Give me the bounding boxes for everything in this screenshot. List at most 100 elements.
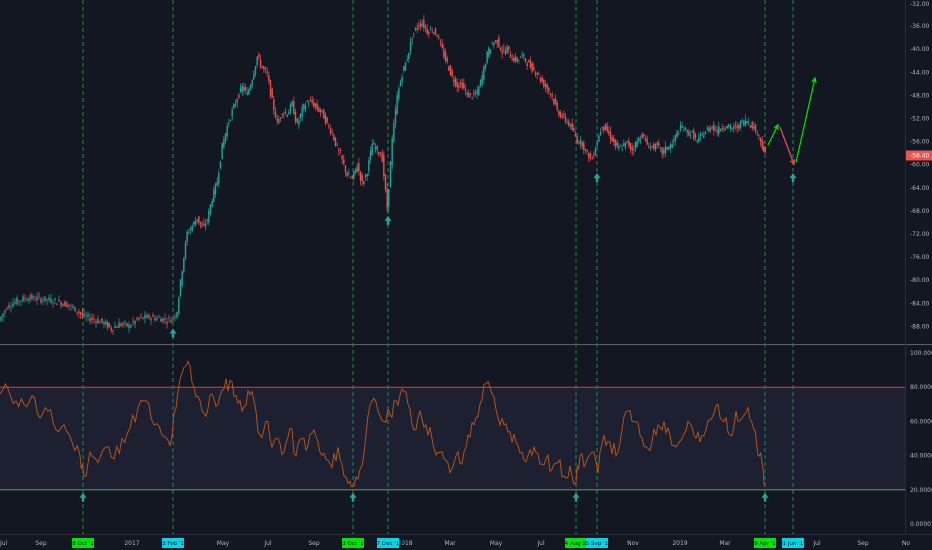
candle-body [708, 127, 710, 133]
candle-body [709, 128, 712, 130]
candle-body [418, 25, 420, 27]
candle-body [198, 216, 200, 223]
x-tick-label: Sep [857, 540, 869, 547]
candle-body [306, 101, 308, 103]
y-tick-label: -68.00 [910, 208, 930, 215]
forecast-line [767, 124, 779, 146]
candle-body [488, 48, 490, 57]
x-tick-label: No [902, 540, 910, 547]
candle-body [456, 81, 458, 88]
candle-body [64, 301, 66, 307]
candle-body [688, 131, 690, 136]
candle-body [248, 89, 250, 95]
candle-body [204, 223, 207, 227]
candle-body [526, 63, 528, 66]
candle-body [413, 33, 415, 34]
candle-body [298, 120, 300, 126]
candle-body [112, 329, 114, 331]
oscillator-pane[interactable] [0, 360, 905, 502]
candle-body [414, 27, 417, 31]
candle-body [473, 92, 475, 94]
price-axis[interactable]: -32.00 -36.00 -40.00 -44.00 -48.00 -52.00 -56.… [906, 1, 932, 528]
candle-body [454, 78, 457, 86]
candle-body [624, 142, 627, 148]
candle-body [184, 242, 187, 259]
candle-body [106, 322, 109, 329]
candle-body [498, 37, 500, 47]
candle-body [718, 126, 720, 135]
candle-body [639, 139, 642, 141]
candle-body [221, 142, 223, 160]
candle-body [363, 181, 365, 185]
candle-body [279, 117, 282, 119]
forecast-arrowhead [773, 123, 779, 130]
candle-body [343, 159, 345, 164]
date-marker-badge [377, 538, 399, 548]
candle-body [346, 172, 348, 177]
candle-body [246, 92, 248, 96]
candle-body [486, 51, 488, 63]
candle-body [334, 137, 337, 146]
candle-body [138, 317, 140, 320]
buy-signal-arrow [384, 215, 392, 225]
date-marker-badge [586, 538, 608, 548]
candle-body [208, 210, 210, 223]
candle-body [571, 123, 573, 130]
candle-body [284, 111, 287, 114]
buy-signal-arrow [169, 328, 177, 338]
candle-body [579, 139, 582, 144]
candle-body [518, 60, 520, 61]
osc-tick-label: 0.0000 [910, 521, 931, 528]
candle-body [294, 111, 297, 121]
candle-body [226, 126, 228, 137]
candle-body [166, 321, 168, 324]
price-pane[interactable] [0, 14, 817, 338]
candle-body [36, 296, 38, 301]
date-marker-label: 01 Jun '19 [779, 541, 807, 547]
candle-body [543, 80, 545, 87]
candle-body [259, 59, 262, 67]
candle-body [303, 104, 305, 109]
candle-body [558, 111, 560, 116]
candle-body [651, 145, 653, 147]
candle-body [749, 125, 752, 128]
candle-body [761, 139, 763, 149]
candle-body [81, 312, 84, 316]
candle-body [698, 136, 700, 142]
time-axis[interactable]: Jul Sep 2017 May Jul Sep 2018 Mar May Jul Nov 2019 M… [0, 534, 932, 549]
candle-body [14, 301, 16, 304]
candle-body [723, 128, 725, 130]
y-tick-label: -44.00 [910, 69, 930, 76]
candle-body [551, 94, 553, 97]
candle-body [179, 279, 182, 297]
candle-body [491, 43, 493, 45]
candle-body [152, 315, 154, 317]
candle-body [74, 306, 76, 312]
candle-body [321, 109, 323, 111]
candle-body [118, 322, 120, 328]
y-tick-label: -72.00 [910, 231, 930, 238]
candle-body [156, 317, 158, 320]
candle-body [586, 149, 588, 152]
candle-body [396, 94, 398, 115]
y-tick-label: -84.00 [910, 300, 930, 307]
candle-body [243, 86, 245, 92]
x-tick-label: Nov [627, 540, 639, 547]
candle-body [301, 106, 303, 117]
candle-body [361, 174, 363, 182]
candle-body [448, 66, 450, 71]
candle-body [354, 168, 357, 173]
candle-body [508, 45, 510, 50]
candle-body [22, 296, 24, 302]
candle-body [666, 147, 668, 150]
candle-body [728, 124, 730, 128]
candle-body [514, 56, 517, 62]
candle-body [110, 327, 112, 331]
candle-body [704, 131, 707, 135]
date-marker-badge [782, 538, 804, 548]
candle-body [633, 149, 635, 151]
candle-body [748, 122, 750, 124]
candle-body [231, 109, 233, 117]
candle-body [87, 314, 89, 317]
